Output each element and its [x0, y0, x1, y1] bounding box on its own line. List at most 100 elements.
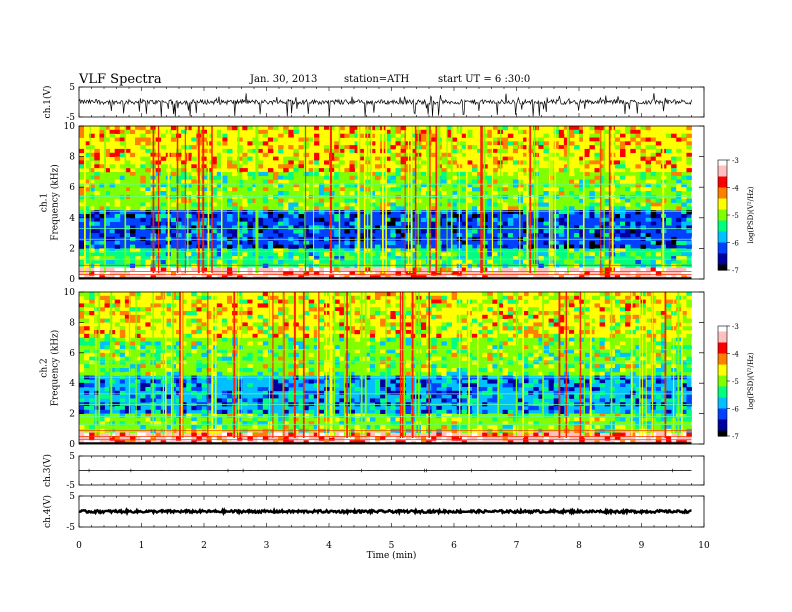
- spectrogram-cell: [523, 299, 529, 304]
- spectrogram-cell: [349, 387, 355, 392]
- spectrogram-cell: [548, 352, 555, 357]
- spectrogram-cell: [421, 137, 427, 142]
- spectrogram-cell: [79, 225, 85, 230]
- spectrogram-cell: [599, 164, 606, 169]
- spectrogram-cell: [99, 206, 105, 211]
- spectrogram-cell: [155, 406, 162, 411]
- spectrogram-cell: [181, 271, 187, 276]
- spectrogram-cell: [283, 299, 289, 304]
- spectrogram-cell: [201, 191, 207, 196]
- spectrogram-cell: [533, 432, 539, 437]
- spectrogram-cell: [186, 256, 192, 261]
- spectrogram-cell: [293, 183, 299, 188]
- spectrogram-cell: [645, 210, 652, 215]
- spectrogram-cell: [686, 240, 692, 245]
- spectrogram-cell: [318, 314, 325, 319]
- spectrogram-cell: [375, 240, 381, 245]
- spectrogram-cell: [650, 206, 657, 211]
- spectrogram-cell: [247, 152, 253, 157]
- spectrogram-cell: [227, 356, 233, 361]
- spectrogram-cell: [625, 221, 631, 226]
- spectrogram-cell: [614, 229, 621, 234]
- spectrogram-cell: [421, 333, 427, 338]
- spectrogram-cell: [211, 160, 218, 165]
- spectrogram-cell: [405, 375, 412, 380]
- spectrogram-cell: [655, 198, 662, 203]
- spectrogram-cell: [145, 156, 151, 161]
- spectrogram-cell: [145, 267, 151, 272]
- spectrogram-cell: [482, 409, 488, 414]
- spectrogram-cell: [599, 148, 606, 154]
- spectrogram-cell: [523, 152, 529, 157]
- spectrogram-cell: [512, 428, 519, 433]
- spectrogram-cell: [89, 295, 95, 300]
- spectrogram-cell: [431, 295, 437, 300]
- spectrogram-cell: [140, 179, 146, 184]
- spectrogram-cell: [405, 271, 412, 276]
- spectrogram-cell: [165, 345, 172, 350]
- spectrogram-cell: [497, 387, 503, 392]
- spectrogram-cell: [114, 356, 121, 361]
- spectrogram-cell: [630, 175, 636, 180]
- spectrogram-cell: [625, 233, 631, 238]
- y-axis-label: ch.1(V): [42, 86, 53, 119]
- spectrogram-cell: [579, 259, 585, 265]
- spectrogram-cell: [191, 171, 197, 177]
- spectrogram-cell: [451, 252, 458, 257]
- spectrogram-cell: [533, 259, 539, 265]
- spectrogram-cell: [344, 145, 350, 150]
- spectrogram-cell: [303, 202, 310, 207]
- spectrogram-cell: [523, 229, 529, 234]
- spectrogram-cell: [124, 267, 131, 272]
- spectrogram-cell: [451, 229, 458, 234]
- spectrogram-cell: [579, 156, 585, 161]
- spectrogram-cell: [160, 156, 167, 161]
- spectrogram-cell: [666, 148, 672, 154]
- spectrogram-cell: [538, 198, 544, 203]
- spectrogram-cell: [487, 175, 493, 180]
- spectrogram-cell: [247, 368, 253, 373]
- spectrogram-cell: [518, 421, 524, 426]
- spectrogram-cell: [594, 225, 600, 230]
- spectrogram-cell: [324, 202, 330, 207]
- spectrogram-cell: [140, 271, 146, 276]
- spectrogram-cell: [349, 126, 355, 131]
- spectrogram-cell: [303, 152, 310, 157]
- spectrogram-cell: [339, 371, 345, 376]
- spectrogram-cell: [354, 432, 361, 437]
- spectrogram-cell: [395, 299, 401, 304]
- spectrogram-cell: [538, 194, 544, 200]
- spectrogram-cell: [130, 225, 136, 230]
- spectrogram-cell: [558, 341, 565, 346]
- spectrogram-cell: [273, 432, 279, 437]
- spectrogram-cell: [267, 175, 274, 180]
- spectrogram-cell: [242, 314, 248, 319]
- spectrogram-cell: [604, 256, 611, 261]
- spectrogram-cell: [262, 409, 269, 414]
- spectrogram-cell: [303, 271, 310, 276]
- spectrogram-cell: [247, 191, 253, 196]
- spectrogram-cell: [548, 191, 555, 196]
- spectrogram-cell: [421, 187, 427, 192]
- spectrogram-cell: [354, 244, 361, 249]
- spectrogram-cell: [487, 387, 493, 392]
- spectrogram-cell: [293, 240, 299, 245]
- spectrogram-cell: [487, 152, 493, 157]
- spectrogram-cell: [140, 360, 146, 365]
- spectrogram-cell: [247, 341, 253, 346]
- spectrogram-cell: [563, 198, 570, 203]
- spectrogram-cell: [436, 295, 442, 300]
- spectrogram-cell: [671, 168, 677, 173]
- spectrogram-cell: [89, 360, 95, 365]
- spectrogram-cell: [94, 421, 100, 426]
- spectrogram-cell: [170, 187, 177, 192]
- spectrogram-cell: [589, 126, 595, 131]
- spectrogram-cell: [211, 425, 218, 430]
- spectrogram-cell: [431, 303, 437, 308]
- spectrogram-cell: [543, 133, 549, 138]
- spectrogram-cell: [221, 267, 228, 272]
- spectrogram-cell: [472, 398, 478, 403]
- spectrogram-cell: [339, 375, 345, 380]
- spectrogram-cell: [523, 330, 529, 335]
- spectrogram-cell: [538, 390, 544, 395]
